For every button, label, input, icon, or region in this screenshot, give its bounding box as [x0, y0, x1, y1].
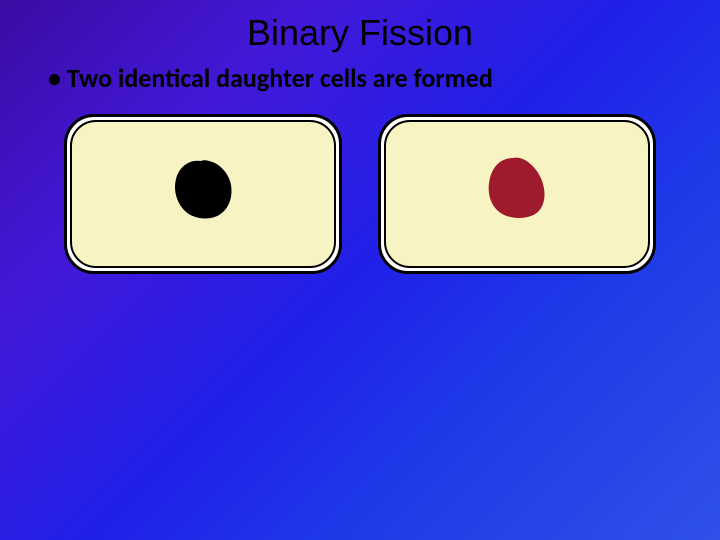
daughter-cell-left	[64, 114, 342, 274]
nucleus-shape-left	[175, 160, 231, 218]
nucleus-left	[171, 153, 236, 225]
nucleus-shape-right	[488, 158, 544, 218]
slide-title: Binary Fission	[0, 0, 720, 54]
bullet-point: • Two identical daughter cells are forme…	[0, 54, 720, 94]
cells-diagram	[0, 114, 720, 274]
daughter-cell-right	[378, 114, 656, 274]
nucleus-right	[485, 154, 550, 224]
